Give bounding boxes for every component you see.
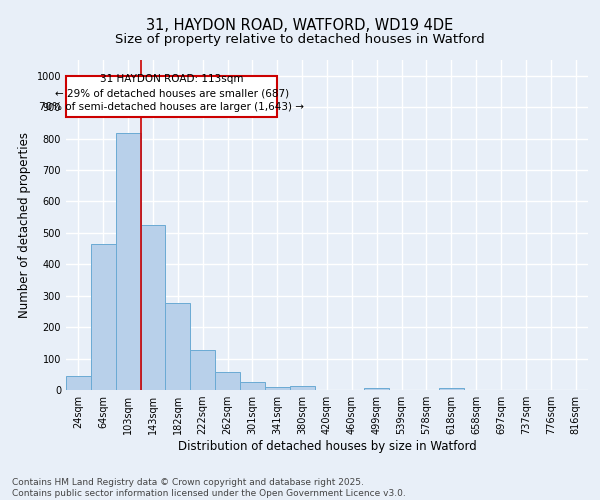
Bar [290, 386, 314, 390]
Bar [190, 350, 215, 390]
Bar [215, 372, 240, 390]
Bar [364, 388, 389, 390]
Bar [140, 226, 166, 390]
Bar [439, 388, 464, 390]
Text: 31 HAYDON ROAD: 113sqm
← 29% of detached houses are smaller (687)
70% of semi-de: 31 HAYDON ROAD: 113sqm ← 29% of detached… [39, 74, 304, 112]
Bar [91, 244, 116, 390]
Bar [265, 387, 290, 390]
Bar [116, 133, 140, 390]
Bar [166, 302, 190, 390]
Bar [240, 382, 265, 390]
X-axis label: Distribution of detached houses by size in Watford: Distribution of detached houses by size … [178, 440, 476, 453]
Text: Contains HM Land Registry data © Crown copyright and database right 2025.
Contai: Contains HM Land Registry data © Crown c… [12, 478, 406, 498]
Bar [66, 376, 91, 390]
Text: Size of property relative to detached houses in Watford: Size of property relative to detached ho… [115, 32, 485, 46]
FancyBboxPatch shape [66, 76, 277, 116]
Text: 31, HAYDON ROAD, WATFORD, WD19 4DE: 31, HAYDON ROAD, WATFORD, WD19 4DE [146, 18, 454, 32]
Y-axis label: Number of detached properties: Number of detached properties [18, 132, 31, 318]
